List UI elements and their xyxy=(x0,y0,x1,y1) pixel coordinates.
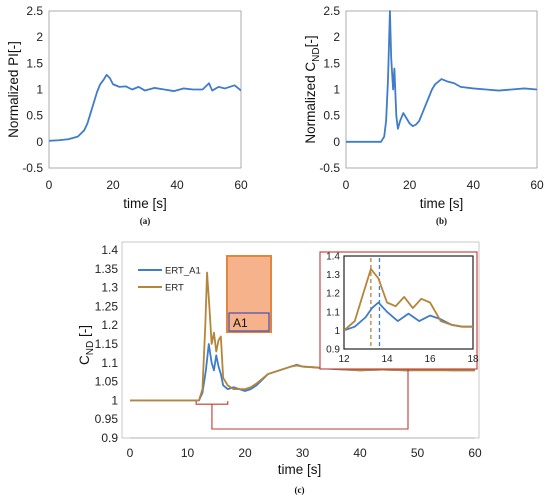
inset-plot-frame xyxy=(343,255,474,350)
y-tick-label: 0.9 xyxy=(101,431,118,445)
y-axis-label-sub: ND xyxy=(311,47,322,61)
y-tick-label: -0.5 xyxy=(319,161,340,175)
x-tick-label: 60 xyxy=(468,446,482,460)
x-tick-label: 60 xyxy=(530,178,544,192)
inset-x-tick-label: 12 xyxy=(338,354,350,365)
x-tick-label: 50 xyxy=(411,446,425,460)
y-axis-label: Normalized CND[-] xyxy=(303,35,322,143)
series-line-ert xyxy=(130,271,475,402)
panel-caption: (b) xyxy=(436,216,447,226)
y-tick-label: 2.5 xyxy=(323,4,340,18)
y-tick-label: 1.4 xyxy=(101,243,118,257)
legend: ERT_A1 ERT xyxy=(138,266,201,294)
x-tick-label: 0 xyxy=(46,178,53,192)
y-axis-label: CND [-] xyxy=(77,325,96,365)
outer-box xyxy=(226,255,272,333)
y-tick-label: 1 xyxy=(333,83,340,97)
inset-y-tick-label: 1.3 xyxy=(326,270,340,281)
x-tick-label: 40 xyxy=(467,178,481,192)
y-tick-label: 1.5 xyxy=(26,56,43,70)
inset-x-tick-label: 14 xyxy=(381,354,393,365)
x-tick-label: 60 xyxy=(234,178,248,192)
y-tick-label: 1.35 xyxy=(95,262,119,276)
x-tick-label: 40 xyxy=(170,178,184,192)
x-tick-label: 30 xyxy=(296,446,310,460)
series-line-0 xyxy=(346,10,537,143)
inset-x-tick-label: 16 xyxy=(424,354,436,365)
y-axis-label-main: Normalized C xyxy=(303,62,318,144)
a1-region xyxy=(228,312,270,332)
y-tick-label: 1.15 xyxy=(95,337,119,351)
x-tick-label: 20 xyxy=(238,446,252,460)
x-tick-label: 10 xyxy=(181,446,195,460)
y-tick-label: 2.5 xyxy=(26,4,43,18)
y-axis-label-tail: [-] xyxy=(77,325,92,341)
panel-caption: (a) xyxy=(140,216,151,226)
y-tick-label: 1.3 xyxy=(101,281,118,295)
y-tick-label: 0.5 xyxy=(323,109,340,123)
x-tick-label: 20 xyxy=(403,178,417,192)
y-tick-label: 0.5 xyxy=(26,109,43,123)
y-axis-label-sub: ND xyxy=(85,341,96,355)
x-tick-label: 20 xyxy=(106,178,120,192)
inset-y-tick-label: 1 xyxy=(334,326,340,337)
panel-caption: (c) xyxy=(295,485,305,495)
y-tick-label: 2 xyxy=(36,30,43,44)
y-tick-label: 1.05 xyxy=(95,375,119,389)
inset-y-tick-label: 1.1 xyxy=(326,307,340,318)
y-axis-label-main: C xyxy=(77,355,92,365)
chart-panel-c: 0.9 0.95 1 1.05 1.1 1.15 1.2 1.25 1.3 1.35 1.4 0 10 2… xyxy=(77,241,482,495)
y-axis-label: Normalized PI[-] xyxy=(6,41,21,138)
legend-entry: ERT xyxy=(165,283,184,294)
a1-label: A1 xyxy=(233,316,248,330)
inset-x-tick-label: 18 xyxy=(467,354,479,365)
y-tick-label: -0.5 xyxy=(22,161,43,175)
inset-y-tick-label: 1.4 xyxy=(326,252,340,263)
y-tick-label: 1 xyxy=(36,83,43,97)
y-tick-label: 1.25 xyxy=(95,299,119,313)
series-line-ert xyxy=(344,268,473,332)
x-tick-label: 0 xyxy=(343,178,350,192)
x-axis-label: time [s] xyxy=(420,196,464,211)
x-tick-label: 0 xyxy=(127,446,134,460)
y-tick-label: 0 xyxy=(333,135,340,149)
y-tick-label: 1.1 xyxy=(101,356,118,370)
a1-box-illustration: A1 xyxy=(226,255,272,333)
y-tick-label: 1.5 xyxy=(323,56,340,70)
y-tick-label: 1.2 xyxy=(101,318,118,332)
inset-y-tick-label: 1.2 xyxy=(326,289,340,300)
y-tick-label: 0 xyxy=(36,135,43,149)
zoom-bracket xyxy=(195,401,229,405)
x-tick-label: 40 xyxy=(353,446,367,460)
series-line-0 xyxy=(49,73,241,142)
x-axis-label: time [s] xyxy=(278,462,322,477)
y-tick-label: 0.95 xyxy=(95,412,119,426)
chart-inset: 0.9 1 1.1 1.2 1.3 1.4 12 14 16 18 xyxy=(319,251,479,370)
inset-y-tick-label: 0.9 xyxy=(326,345,340,356)
legend-entry: ERT_A1 xyxy=(165,266,201,277)
y-tick-label: 1 xyxy=(111,393,118,407)
y-tick-label: 2 xyxy=(333,30,340,44)
y-axis-label-tail: [-] xyxy=(303,35,318,47)
x-axis-label: time [s] xyxy=(123,196,167,211)
